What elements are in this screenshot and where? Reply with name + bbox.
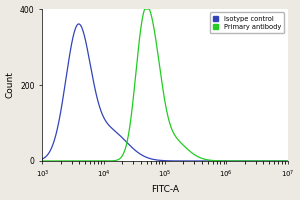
Y-axis label: Count: Count — [6, 72, 15, 98]
X-axis label: FITC-A: FITC-A — [151, 185, 179, 194]
Legend: Isotype control, Primary antibody: Isotype control, Primary antibody — [210, 12, 284, 33]
